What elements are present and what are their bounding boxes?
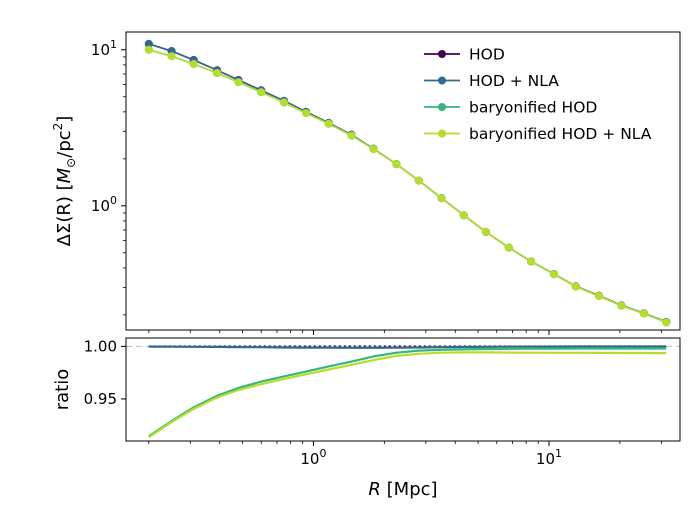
y-tick-label: 100 (91, 194, 117, 215)
data-point (662, 318, 671, 327)
ratio-series-baryonified-hod (148, 347, 667, 438)
data-point (414, 176, 423, 185)
legend-label: baryonified HOD (469, 99, 597, 117)
x-tick-label: 101 (536, 447, 562, 468)
ratio-line (148, 351, 667, 439)
legend-marker (438, 50, 446, 58)
series-line (148, 43, 667, 323)
data-point (617, 301, 626, 310)
y-tick-label: 0.95 (84, 390, 117, 408)
data-point (302, 109, 310, 118)
legend-label: HOD (469, 46, 505, 64)
data-point (280, 98, 288, 107)
data-point (213, 69, 222, 77)
y-tick-label: 1.00 (84, 337, 117, 355)
bottom-panel: 0.95 1.00 100 101 (84, 337, 681, 468)
legend-item: HOD (424, 46, 505, 64)
data-point (234, 78, 243, 87)
data-point (144, 45, 153, 54)
legend-item: HOD + NLA (424, 72, 559, 90)
data-point (167, 52, 176, 61)
legend-label: baryonified HOD + NLA (469, 125, 652, 143)
data-point (189, 60, 198, 69)
data-point (639, 309, 648, 318)
data-point (571, 282, 580, 291)
data-point (392, 160, 401, 169)
series-baryonified-hod-nla (144, 45, 671, 327)
top-panel: 100 101 (91, 31, 681, 335)
legend-marker (438, 129, 446, 138)
series-hod-nla (144, 39, 671, 326)
x-axis-label: R [Mpc] (368, 479, 437, 500)
data-point (257, 88, 266, 97)
ratio-line (148, 347, 667, 438)
series-line (148, 49, 667, 324)
data-point (550, 270, 558, 279)
series-hod (144, 39, 671, 326)
data-point (437, 194, 446, 203)
axis-labels: ΔΣ(R) [M⊙/pc2] ratio R [Mpc] (51, 116, 438, 500)
legend: HOD HOD + NLA baryonified HOD baryonified H… (424, 46, 652, 143)
data-point (481, 227, 490, 236)
data-point (459, 211, 468, 220)
series-baryonified-hod (144, 45, 671, 327)
data-point (144, 39, 153, 48)
y-tick-label: 101 (91, 38, 117, 59)
legend-marker (438, 103, 446, 111)
top-y-axis-label: ΔΣ(R) [M⊙/pc2] (51, 116, 78, 247)
legend-marker (438, 76, 446, 85)
data-point (369, 145, 378, 154)
bottom-y-axis-label: ratio (52, 369, 73, 411)
bottom-plot-frame (125, 337, 681, 442)
ratio-series-hod-nla (148, 345, 667, 349)
ratio-line (148, 345, 667, 349)
x-tick-label: 100 (300, 447, 326, 468)
data-point (504, 243, 513, 252)
series-line (148, 43, 667, 323)
series-line (148, 49, 667, 324)
legend-item: baryonified HOD + NLA (424, 125, 652, 143)
data-point (324, 119, 333, 128)
data-point (595, 292, 603, 301)
data-point (527, 257, 536, 266)
ratio-series-baryonified-hod-nla (148, 351, 667, 439)
data-point (347, 131, 356, 140)
top-plot-frame (125, 31, 681, 331)
legend-label: HOD + NLA (469, 72, 559, 90)
legend-item: baryonified HOD (424, 99, 597, 117)
